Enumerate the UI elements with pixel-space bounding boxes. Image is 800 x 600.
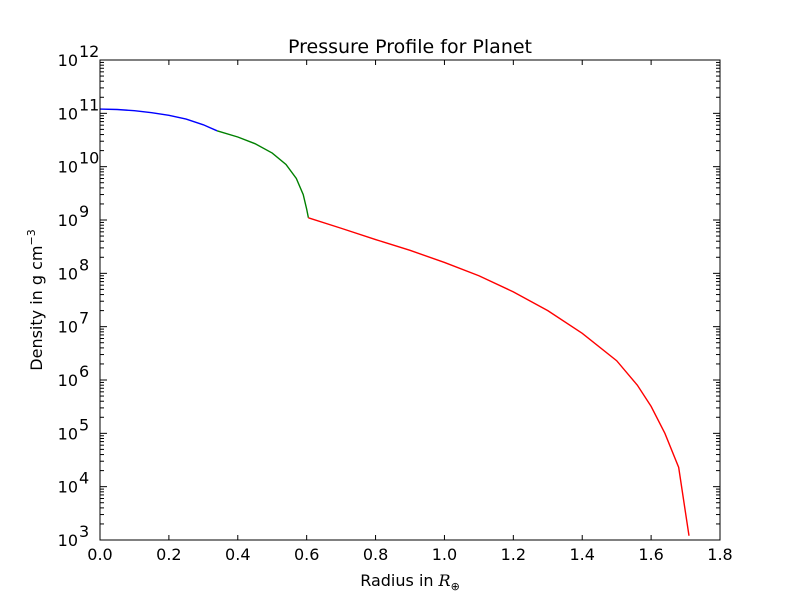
x-axis-label-text: Radius in (360, 571, 433, 590)
x-tick-label: 1.8 (707, 545, 732, 564)
y-tick-exponent: 11 (79, 95, 99, 114)
y-tick-label: 10 (58, 424, 78, 443)
x-tick-label: 0.6 (294, 545, 319, 564)
plot-area (99, 108, 690, 536)
y-tick-label: 10 (58, 158, 78, 177)
axis-ticks (99, 59, 721, 541)
y-tick-exponent: 7 (79, 309, 89, 328)
chart-title: Pressure Profile for Planet (288, 36, 532, 58)
x-tick-label: 0.2 (156, 545, 181, 564)
y-axis-label: Density in g cm−3 (25, 229, 46, 370)
x-tick-label: 1.2 (501, 545, 526, 564)
y-tick-label: 10 (58, 478, 78, 497)
y-tick-label: 10 (58, 318, 78, 337)
y-tick-exponent: 12 (79, 42, 99, 61)
x-axis-label-math-sub: ⊕ (451, 580, 460, 593)
y-tick-label: 10 (58, 371, 78, 390)
y-tick-label: 10 (58, 531, 78, 550)
y-tick-exponent: 9 (79, 202, 89, 221)
y-tick-exponent: 6 (79, 362, 89, 381)
y-tick-label: 10 (58, 264, 78, 283)
x-tick-label: 0.8 (363, 545, 388, 564)
y-tick-exponent: 10 (79, 149, 99, 168)
x-tick-label: 1.0 (432, 545, 457, 564)
x-tick-label: 0.0 (87, 545, 112, 564)
y-axis-label-sup: −3 (25, 229, 38, 245)
y-tick-exponent: 5 (79, 415, 89, 434)
y-tick-label: 10 (58, 211, 78, 230)
series-line-2 (216, 130, 310, 218)
y-tick-exponent: 3 (79, 522, 89, 541)
y-tick-exponent: 4 (79, 469, 89, 488)
y-tick-label: 10 (58, 104, 78, 123)
y-tick-exponent: 8 (79, 255, 89, 274)
x-tick-label: 0.4 (225, 545, 250, 564)
x-tick-label: 1.6 (638, 545, 663, 564)
series-line-1 (99, 108, 218, 132)
plot-frame (99, 59, 721, 541)
y-axis-label-text: Density in g cm (27, 246, 46, 371)
series-line-3 (308, 217, 690, 536)
x-axis-label: Radius in R⊕ (360, 571, 460, 593)
y-tick-label: 10 (58, 51, 78, 70)
x-axis-label-math: R (438, 571, 451, 590)
x-tick-label: 1.4 (569, 545, 594, 564)
x-tick-labels: 0.0 0.2 0.4 0.6 0.8 1.0 1.2 1.4 1.6 1.8 (87, 545, 732, 564)
